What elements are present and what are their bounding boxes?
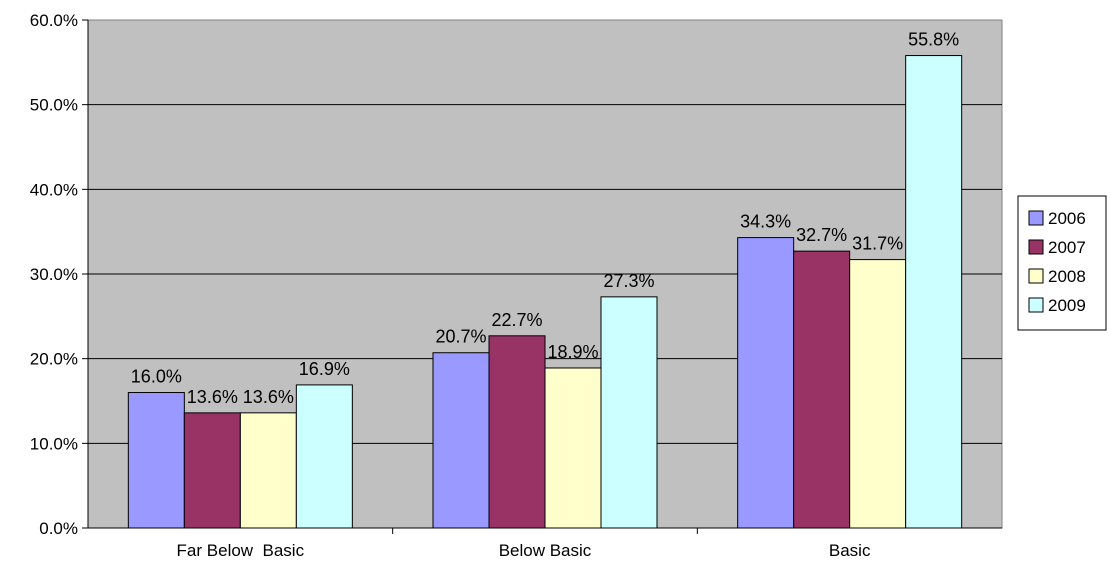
bar (127, 392, 185, 529)
legend-items: 2006 2007 2008 2009 (1028, 209, 1086, 315)
value-label: 22.7% (491, 310, 542, 330)
legend-swatch (1028, 239, 1044, 255)
legend-label: 2006 (1048, 209, 1086, 228)
y-tick-label: 0.0% (39, 519, 78, 538)
legend-label: 2009 (1048, 296, 1086, 315)
bar (183, 412, 241, 529)
value-label: 16.9% (299, 359, 350, 379)
value-label: 18.9% (547, 342, 598, 362)
value-label: 20.7% (435, 327, 486, 347)
bar (239, 412, 297, 529)
legend-label: 2007 (1048, 238, 1086, 257)
bar (600, 296, 658, 529)
bar (905, 55, 963, 529)
value-label: 16.0% (131, 367, 182, 387)
y-tick-label: 30.0% (30, 265, 78, 284)
bar (432, 352, 490, 529)
legend-label: 2008 (1048, 267, 1086, 286)
value-label: 55.8% (908, 30, 959, 50)
value-label: 13.6% (187, 387, 238, 407)
category-label: Basic (829, 541, 871, 560)
bars (127, 55, 963, 529)
value-label: 13.6% (243, 387, 294, 407)
legend: 2006 2007 2008 2009 (1017, 195, 1107, 331)
category-label: Far Below Basic (177, 541, 305, 560)
legend-swatch (1028, 297, 1044, 313)
value-labels: 16.0%13.6% 13.6%16.9%20.7%22.7%18.9%27.3%… (131, 30, 959, 407)
value-label: 34.3% (740, 212, 791, 232)
legend-swatch (1028, 268, 1044, 284)
y-tick-label: 10.0% (30, 434, 78, 453)
bar (544, 367, 602, 529)
value-label: 27.3% (603, 271, 654, 291)
y-tick-label: 40.0% (30, 180, 78, 199)
axes (82, 19, 1002, 534)
bar (488, 335, 546, 529)
category-label: Below Basic (499, 541, 592, 560)
bar (849, 259, 907, 529)
value-label: 32.7% (796, 225, 847, 245)
y-tick-label: 20.0% (30, 350, 78, 369)
y-tick-label: 50.0% (30, 96, 78, 115)
y-tick-label: 60.0% (30, 11, 78, 30)
x-tick-labels: Far Below Basic Below Basic Basic (177, 541, 871, 560)
bar (793, 250, 851, 529)
legend-swatch (1028, 210, 1044, 226)
y-tick-labels: 0.0% 10.0% 20.0% 30.0% 40.0% 50.0% 60.0% (30, 11, 78, 538)
bar (737, 237, 795, 529)
bar (295, 384, 353, 529)
value-label: 31.7% (852, 234, 903, 254)
